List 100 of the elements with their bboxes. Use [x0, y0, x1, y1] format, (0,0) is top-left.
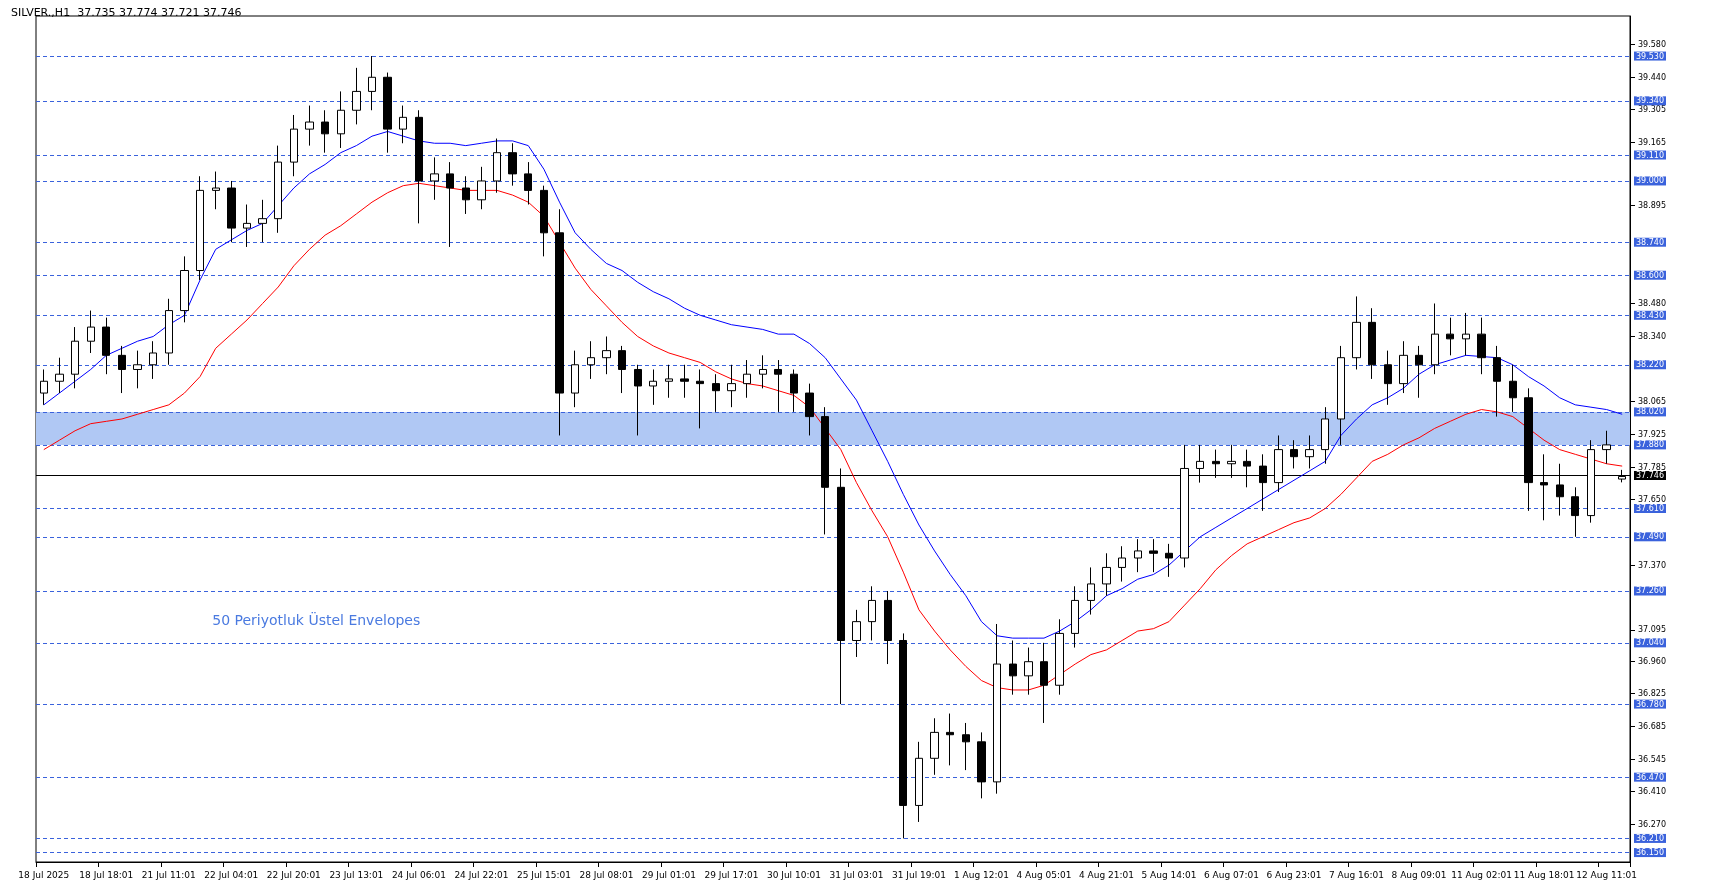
candlestick [727, 364, 736, 408]
x-tick-label: 31 Jul 19:01 [891, 869, 946, 880]
annotation: 50 Periyotluk Üstel Envelopes [212, 610, 421, 628]
candlestick [55, 357, 64, 394]
candlestick [1431, 303, 1439, 375]
candlestick [696, 368, 704, 429]
candlestick [196, 175, 204, 281]
candlestick [446, 161, 454, 248]
candlestick [1462, 312, 1470, 356]
ref-line-label: 36.470 [1636, 772, 1664, 782]
candlestick [493, 138, 501, 194]
candlestick [1415, 345, 1423, 399]
candlestick [1118, 545, 1126, 583]
candlestick [180, 255, 189, 323]
candlestick [415, 109, 423, 224]
candlestick [508, 142, 517, 187]
candlestick [884, 590, 892, 665]
y-tick-label: 37.785 [1638, 462, 1666, 472]
x-tick-label: 18 Jul 18:01 [79, 869, 134, 880]
x-tick-label: 25 Jul 15:01 [516, 869, 571, 880]
y-tick-label: 37.095 [1638, 625, 1666, 635]
candlestick [399, 105, 407, 144]
x-tick-label: 28 Jul 08:01 [579, 869, 634, 880]
y-tick-label: 38.065 [1638, 396, 1666, 406]
candlestick [352, 67, 361, 125]
candlestick [258, 199, 267, 243]
candlestick [1305, 434, 1314, 469]
candlestick [243, 204, 251, 248]
candlestick [759, 354, 767, 389]
candlestick [1602, 430, 1611, 465]
candlestick [290, 114, 298, 177]
y-tick-label: 37.650 [1638, 494, 1666, 504]
candlestick [805, 383, 814, 436]
candlestick [1165, 543, 1173, 578]
ref-line-label: 39.530 [1636, 51, 1664, 61]
candlestick [587, 340, 595, 380]
x-tick-label: 6 Aug 07:01 [1204, 869, 1259, 880]
candlestick [102, 317, 110, 375]
ref-line-label: 37.260 [1636, 586, 1664, 596]
candlestick [1509, 364, 1517, 413]
candlestick [602, 335, 611, 375]
ref-line-label: 39.110 [1636, 150, 1664, 160]
x-tick-label: 31 Jul 03:01 [829, 869, 884, 880]
candlestick [712, 373, 720, 413]
candlestick [71, 326, 79, 389]
candlestick [1040, 642, 1048, 724]
candlestick [40, 368, 48, 406]
y-tick-label: 37.370 [1638, 560, 1666, 570]
ref-line-label: 36.780 [1636, 699, 1664, 709]
y-tick-label: 39.580 [1638, 39, 1666, 49]
x-tick-label: 7 Aug 16:01 [1329, 869, 1384, 880]
x-tick-label: 24 Jul 06:01 [391, 869, 446, 880]
candlestick [1493, 345, 1501, 418]
x-tick-label: 6 Aug 23:01 [1266, 869, 1322, 880]
candlestick [227, 180, 236, 243]
candlestick [1134, 538, 1142, 573]
y-tick-label: 38.340 [1638, 331, 1666, 341]
candlestick [1352, 295, 1361, 370]
candlestick [1477, 317, 1486, 375]
x-tick-label: 11 Aug 18:01 [1513, 869, 1575, 880]
candlestick [87, 310, 95, 354]
candlestick [665, 364, 673, 399]
x-tick-label: 4 Aug 21:01 [1079, 869, 1134, 880]
ref-line-label: 37.746 [1636, 471, 1664, 481]
candlestick [305, 105, 314, 147]
candlestick [1571, 486, 1579, 538]
x-tick-label: 1 Aug 12:01 [953, 869, 1009, 880]
x-tick-label: 22 Jul 20:01 [266, 869, 321, 880]
y-tick-label: 39.165 [1638, 137, 1666, 147]
x-tick-label: 29 Jul 01:01 [641, 869, 696, 880]
candlestick [930, 717, 939, 776]
y-tick-label: 39.305 [1638, 104, 1666, 114]
x-tick-label: 18 Jul 2025 [18, 869, 70, 880]
y-tick-label: 38.895 [1638, 201, 1666, 211]
candlestick [946, 713, 954, 766]
candlestick [915, 741, 923, 823]
y-tick-label: 36.545 [1638, 754, 1666, 764]
y-tick-label: 36.685 [1638, 722, 1666, 731]
candlestick [618, 345, 626, 394]
candlestick [1102, 552, 1111, 597]
ref-line-label: 36.210 [1636, 833, 1664, 843]
candlestick [477, 166, 486, 210]
candlestick [1399, 340, 1408, 394]
candlestick [1290, 439, 1298, 469]
ref-line-label: 39.000 [1636, 176, 1664, 186]
candlestick [1024, 647, 1033, 696]
ref-line-label: 37.880 [1636, 440, 1664, 450]
y-tick-label: 36.410 [1638, 786, 1666, 796]
candlestick [1071, 585, 1079, 649]
ref-line-label: 38.430 [1636, 310, 1664, 320]
candlestick [321, 109, 329, 154]
candlestick [962, 722, 970, 771]
candlestick [1368, 307, 1376, 380]
candlestick [1384, 350, 1392, 406]
candlestick [555, 208, 564, 436]
x-tick-label: 21 Jul 11:01 [141, 869, 196, 880]
x-tick-label: 5 Aug 14:01 [1141, 869, 1197, 880]
candlestick [977, 731, 986, 799]
candlestick [462, 175, 470, 215]
x-tick-label: 11 Aug 02:01 [1451, 869, 1512, 880]
